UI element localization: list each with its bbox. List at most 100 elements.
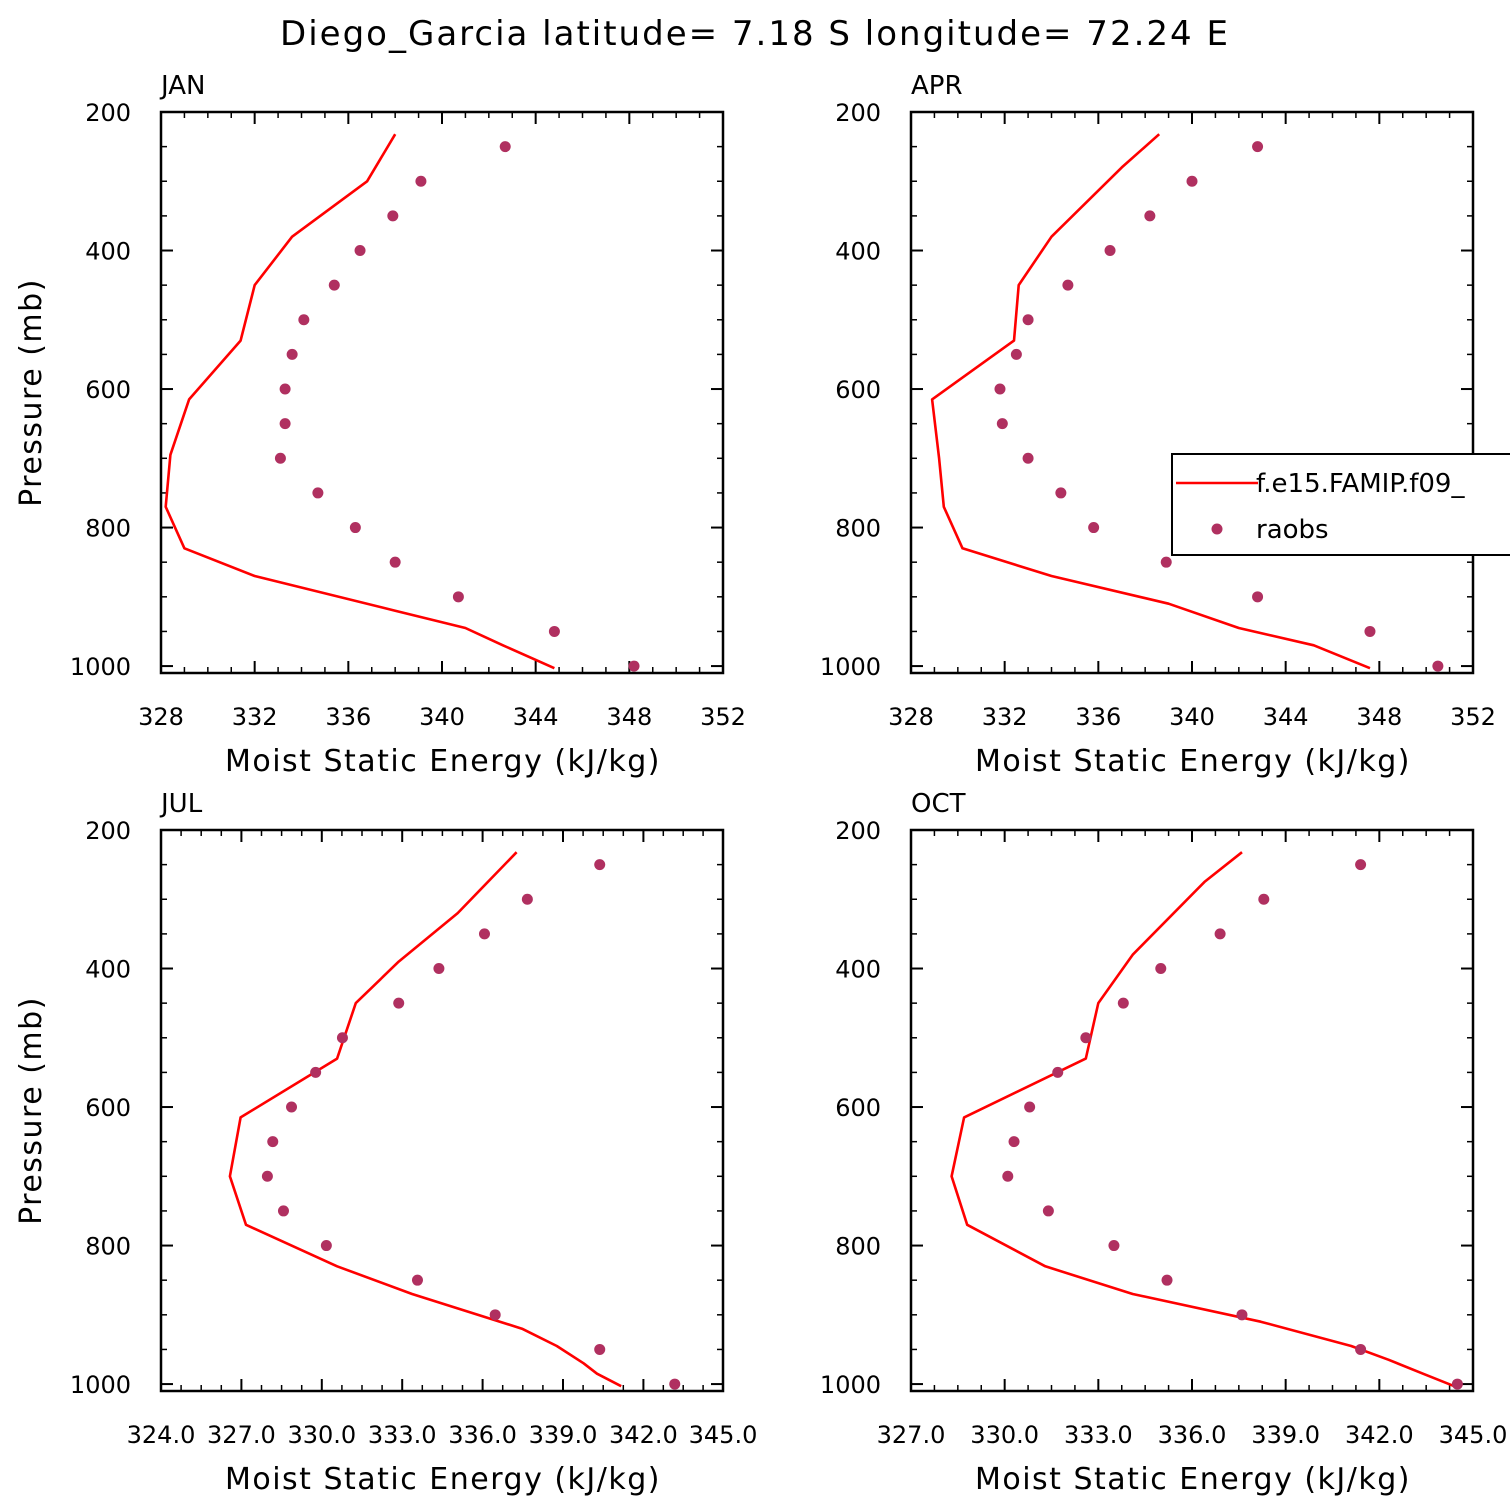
raobs-point: [1236, 1309, 1248, 1321]
raobs-point: [349, 522, 361, 534]
x-tick-label: 336: [325, 703, 371, 731]
panel-label: OCT: [911, 789, 966, 819]
raobs-point: [1024, 1101, 1036, 1113]
x-tick-label: 327.0: [877, 1421, 946, 1449]
x-tick-label: 339.0: [529, 1421, 598, 1449]
raobs-point: [1161, 1274, 1173, 1286]
raobs-point: [994, 383, 1006, 395]
legend-label-model: f.e15.FAMIP.f09_: [1256, 469, 1465, 499]
x-tick-label: 332: [982, 703, 1028, 731]
x-tick-label: 330.0: [970, 1421, 1039, 1449]
y-tick-label: 800: [835, 515, 881, 543]
y-tick-label: 400: [85, 956, 131, 984]
raobs-point: [261, 1170, 273, 1182]
raobs-point: [521, 893, 533, 905]
y-tick-label: 1000: [70, 1371, 131, 1399]
y-tick-label: 1000: [70, 653, 131, 681]
y-tick-label: 200: [835, 99, 881, 127]
x-tick-label: 340: [1169, 703, 1215, 731]
raobs-point: [387, 210, 399, 222]
raobs-point: [415, 175, 427, 187]
raobs-point: [312, 487, 324, 499]
raobs-point: [1364, 625, 1376, 637]
y-axis-label: Pressure (mb): [14, 996, 49, 1225]
x-tick-label: 344: [513, 703, 559, 731]
raobs-point: [433, 963, 445, 975]
panel-label: APR: [911, 71, 963, 101]
raobs-point: [1252, 591, 1264, 603]
x-tick-label: 348: [1356, 703, 1402, 731]
model-line: [164, 133, 555, 670]
x-axis-label: Moist Static Energy (kJ/kg): [225, 1462, 661, 1497]
y-tick-label: 600: [835, 1094, 881, 1122]
raobs-point: [548, 625, 560, 637]
raobs-point: [298, 314, 310, 326]
x-tick-label: 332: [232, 703, 278, 731]
raobs-point: [411, 1274, 423, 1286]
raobs-point: [1022, 314, 1034, 326]
y-tick-label: 600: [85, 376, 131, 404]
raobs-point: [267, 1136, 279, 1148]
plot-frame: [909, 110, 1475, 675]
panel-label: JUL: [159, 789, 203, 819]
x-axis-label: Moist Static Energy (kJ/kg): [975, 1462, 1411, 1497]
panel-apr: APR 328 332 336 340 344 348 352 200 400 600 800 1000…: [820, 71, 1510, 779]
raobs-point: [328, 279, 340, 291]
legend-point-swatch: [1211, 523, 1223, 535]
x-tick-label: 328: [888, 703, 934, 731]
figure-title: Diego_Garcia latitude= 7.18 S longitude=…: [280, 14, 1230, 54]
panel-label: JAN: [159, 71, 205, 101]
panel-jan: JAN 328 332 336 340 344 348 352 200 400 600 800 1000…: [14, 71, 746, 779]
x-tick-label: 352: [1450, 703, 1496, 731]
raobs-point: [277, 1205, 289, 1217]
y-tick-label: 600: [835, 376, 881, 404]
raobs-point: [1160, 556, 1172, 568]
raobs-point: [1108, 1240, 1120, 1252]
raobs-point: [1088, 522, 1100, 534]
raobs-point: [286, 1101, 298, 1113]
raobs-point: [279, 418, 291, 430]
x-tick-label: 328: [138, 703, 184, 731]
raobs-point: [1002, 1170, 1014, 1182]
raobs-point: [1062, 279, 1074, 291]
raobs-point: [393, 997, 405, 1009]
raobs-point: [279, 383, 291, 395]
plot-frame: [159, 828, 725, 1393]
raobs-point: [1008, 1136, 1020, 1148]
raobs-point: [996, 418, 1008, 430]
raobs-point: [1042, 1205, 1054, 1217]
raobs-point: [489, 1309, 501, 1321]
raobs-point: [594, 859, 606, 871]
raobs-point: [628, 660, 640, 672]
raobs-point: [1055, 487, 1067, 499]
raobs-point: [286, 348, 298, 360]
raobs-point: [389, 556, 401, 568]
model-line: [930, 133, 1371, 670]
raobs-point: [1252, 141, 1264, 153]
raobs-point: [1052, 1066, 1064, 1078]
raobs-point: [478, 928, 490, 940]
x-tick-label: 345.0: [1439, 1421, 1508, 1449]
y-tick-label: 800: [85, 515, 131, 543]
y-tick-label: 1000: [820, 1371, 881, 1399]
legend-label-raobs: raobs: [1256, 515, 1329, 545]
x-tick-label: 333.0: [1064, 1421, 1133, 1449]
legend: f.e15.FAMIP.f09_raobs: [1171, 453, 1510, 556]
x-tick-label: 348: [606, 703, 652, 731]
y-tick-label: 600: [85, 1094, 131, 1122]
raobs-point: [320, 1240, 332, 1252]
raobs-point: [1117, 997, 1129, 1009]
x-tick-label: 340: [419, 703, 465, 731]
raobs-point: [669, 1378, 681, 1390]
y-tick-label: 800: [85, 1233, 131, 1261]
raobs-point: [1155, 963, 1167, 975]
x-tick-label: 330.0: [287, 1421, 356, 1449]
x-tick-label: 336: [1075, 703, 1121, 731]
raobs-point: [499, 141, 511, 153]
x-axis-label: Moist Static Energy (kJ/kg): [225, 744, 661, 779]
raobs-point: [594, 1343, 606, 1355]
raobs-point: [1432, 660, 1444, 672]
raobs-point: [1451, 1378, 1463, 1390]
raobs-point: [1258, 893, 1270, 905]
